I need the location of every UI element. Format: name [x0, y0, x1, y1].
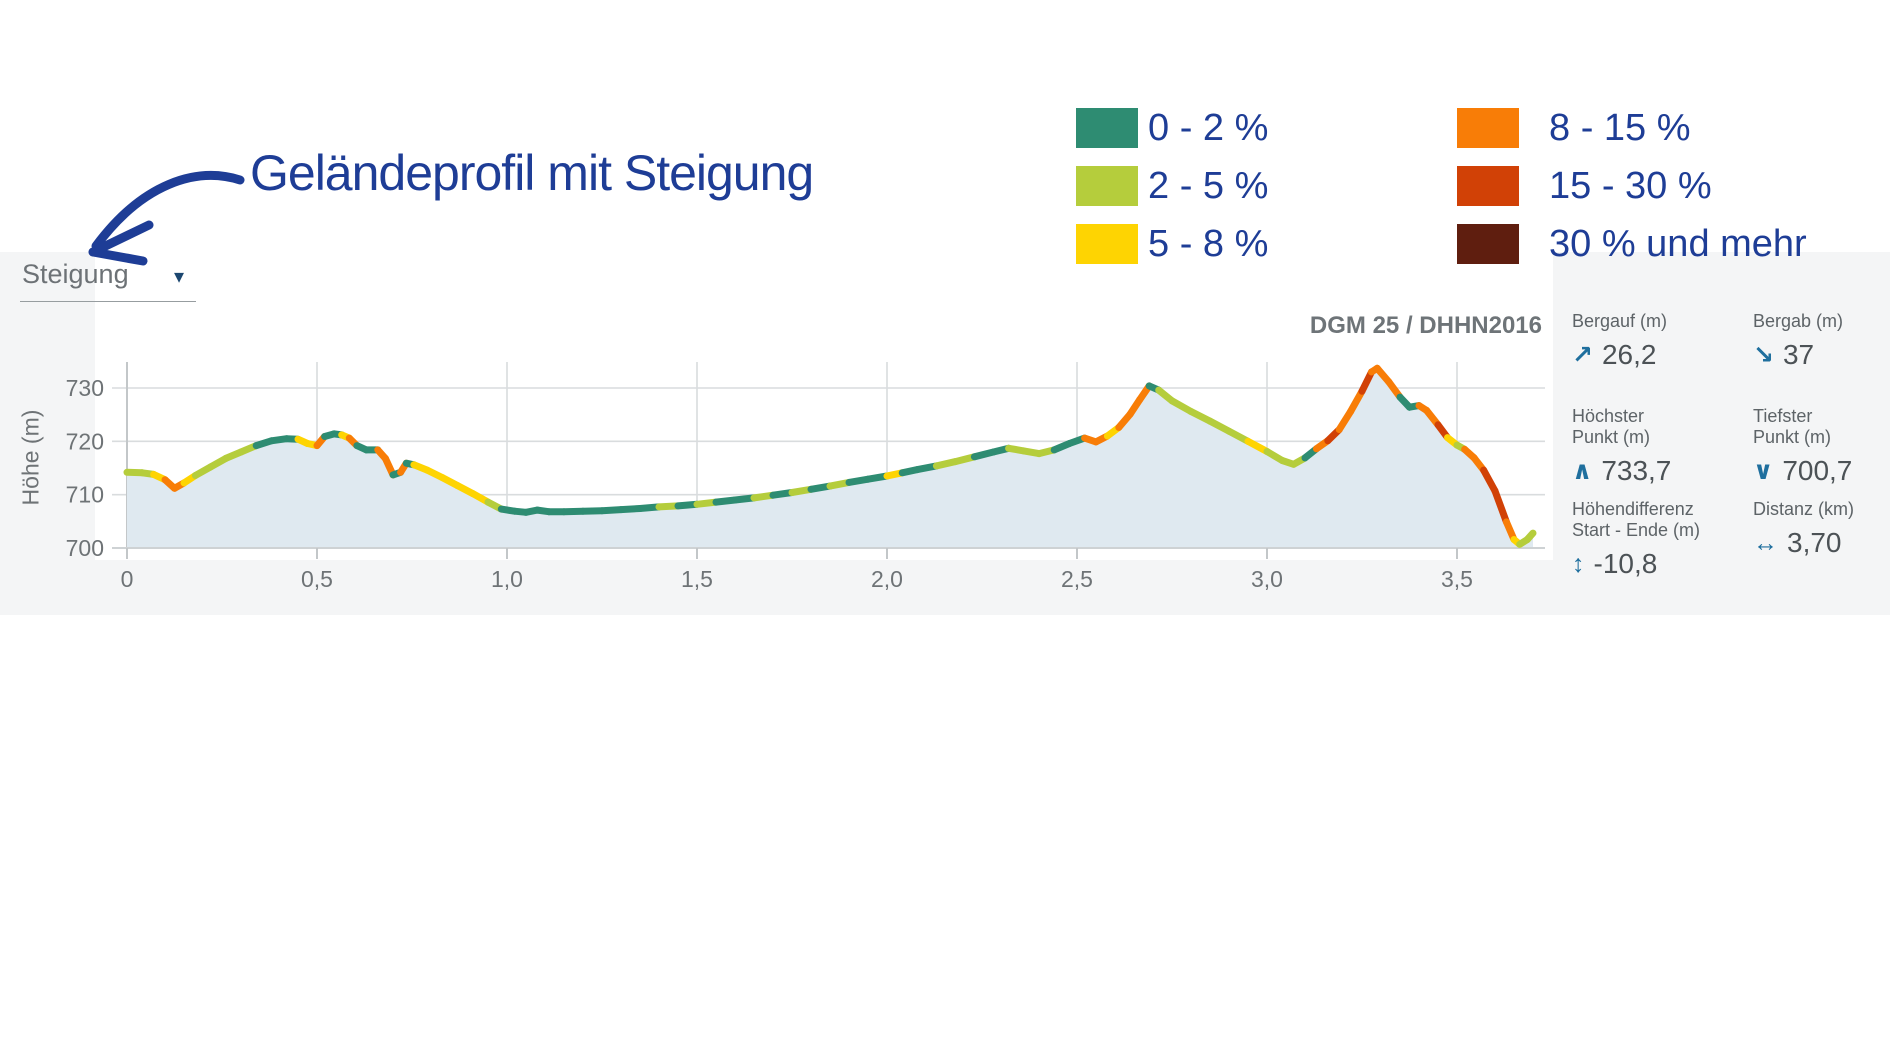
svg-text:0: 0: [121, 566, 134, 592]
arrow-left-right-icon: ↔: [1753, 528, 1778, 557]
stat-value: 26,2: [1601, 339, 1657, 370]
chevron-down-icon[interactable]: ▾: [173, 266, 184, 288]
legend-label: 0 - 2 %: [1148, 107, 1269, 149]
stat-label: Bergab (m): [1753, 311, 1844, 331]
legend-label: 8 - 15 %: [1549, 107, 1691, 149]
stat-label: Bergauf (m): [1572, 311, 1668, 331]
legend-swatch: [1076, 166, 1138, 206]
svg-text:710: 710: [66, 482, 104, 508]
svg-text:0,5: 0,5: [301, 566, 333, 592]
svg-text:3,0: 3,0: [1251, 566, 1283, 592]
y-axis-title: Höhe (m): [17, 409, 44, 506]
stat-value: -10,8: [1593, 548, 1658, 579]
svg-text:700: 700: [66, 535, 104, 561]
annotation-title: Geländeprofil mit Steigung: [250, 145, 814, 201]
svg-text:720: 720: [66, 428, 104, 454]
legend-label: 30 % und mehr: [1549, 223, 1807, 265]
svg-text:1,0: 1,0: [491, 566, 523, 592]
stat-value: 37: [1782, 339, 1815, 370]
legend-label: 5 - 8 %: [1148, 223, 1269, 265]
data-source-label: DGM 25 / DHHN2016: [1309, 312, 1542, 339]
stat-bergauf: Bergauf (m) ↗ 26,2: [1572, 311, 1748, 371]
chevron-up-icon: ∧: [1572, 457, 1593, 485]
arrow-down-right-icon: ↘: [1753, 341, 1774, 369]
stat-bergab: Bergab (m) ↘ 37: [1753, 311, 1890, 371]
legend-label: 2 - 5 %: [1148, 165, 1269, 207]
stat-label: Distanz (km): [1753, 499, 1855, 519]
stat-distanz: Distanz (km) ↔ 3,70: [1753, 499, 1890, 559]
legend-swatch: [1076, 224, 1138, 264]
legend-label: 15 - 30 %: [1549, 165, 1712, 207]
svg-text:2,0: 2,0: [871, 566, 903, 592]
arrow-up-down-icon: ↕: [1572, 549, 1585, 578]
svg-text:3,5: 3,5: [1441, 566, 1473, 592]
stat-label: Höchster Punkt (m): [1572, 406, 1651, 447]
legend-swatch: [1457, 166, 1519, 206]
legend-swatch: [1457, 108, 1519, 148]
legend-swatch: [1457, 224, 1519, 264]
stat-hoehendifferenz: Höhendifferenz Start - Ende (m) ↕ -10,8: [1572, 499, 1748, 580]
stat-hoechster-punkt: Höchster Punkt (m) ∧ 733,7: [1572, 406, 1748, 487]
chevron-down-icon: ∨: [1753, 457, 1774, 485]
arrow-up-right-icon: ↗: [1572, 341, 1593, 369]
annotation-arrow-icon: [88, 171, 245, 266]
svg-text:1,5: 1,5: [681, 566, 713, 592]
stat-value: 700,7: [1782, 455, 1853, 486]
slope-dropdown[interactable]: Steigung ▾: [20, 255, 196, 302]
stat-label: Höhendifferenz Start - Ende (m): [1572, 499, 1701, 540]
stat-value: 733,7: [1601, 455, 1672, 486]
svg-text:2,5: 2,5: [1061, 566, 1093, 592]
stat-tiefster-punkt: Tiefster Punkt (m) ∨ 700,7: [1753, 406, 1890, 487]
stat-value: 3,70: [1787, 527, 1842, 558]
legend-swatch: [1076, 108, 1138, 148]
slope-dropdown-label: Steigung: [22, 259, 129, 289]
stat-label: Tiefster Punkt (m): [1753, 406, 1832, 447]
svg-text:730: 730: [66, 375, 104, 401]
